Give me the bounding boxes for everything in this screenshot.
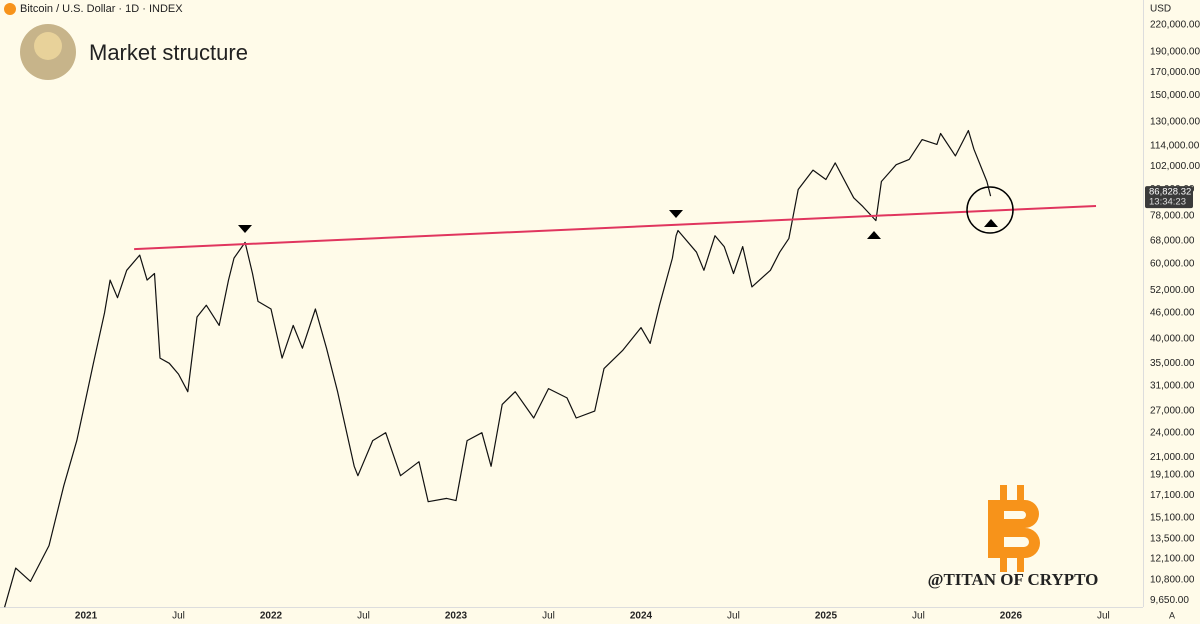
x-tick-label: 2022: [260, 611, 283, 622]
y-tick-label: 68,000.00: [1150, 236, 1195, 247]
y-tick-label: 114,000.00: [1150, 141, 1200, 152]
y-tick-label: 10,800.00: [1150, 574, 1195, 585]
currency: USD: [1150, 4, 1171, 15]
bitcoin-logo: [988, 485, 1040, 572]
title: Market structure: [89, 40, 248, 65]
y-tick-label: 27,000.00: [1150, 406, 1195, 417]
y-tick-label: 13,500.00: [1150, 533, 1195, 544]
y-tick-label: 19,100.00: [1150, 469, 1195, 480]
y-tick-label: 150,000.00: [1150, 90, 1200, 101]
scale-mode: A: [1169, 610, 1175, 620]
x-tick-label: Jul: [542, 611, 555, 622]
last-price: 86,828.32: [1149, 187, 1191, 198]
price-line: [4, 129, 992, 608]
x-tick-label: Jul: [172, 611, 185, 622]
y-tick-label: 52,000.00: [1150, 285, 1195, 296]
plot: [4, 129, 1097, 608]
y-tick-label: 102,000.00: [1150, 161, 1200, 172]
y-tick-label: 9,650.00: [1150, 595, 1189, 606]
y-tick-label: 40,000.00: [1150, 333, 1195, 344]
marker-up: [867, 231, 881, 239]
y-tick-label: 130,000.00: [1150, 116, 1200, 127]
y-tick-label: 24,000.00: [1150, 427, 1195, 438]
y-tick-label: 46,000.00: [1150, 308, 1195, 319]
x-tick-label: 2025: [815, 611, 838, 622]
x-tick-label: 2026: [1000, 611, 1023, 622]
y-tick-label: 78,000.00: [1150, 210, 1195, 221]
trendline: [134, 204, 1097, 251]
x-tick-label: 2021: [75, 611, 98, 622]
y-tick-label: 17,100.00: [1150, 490, 1195, 501]
y-tick-label: 21,000.00: [1150, 452, 1195, 463]
y-tick-label: 170,000.00: [1150, 67, 1200, 78]
last-price-box: [1145, 186, 1193, 209]
y-tick-label: 35,000.00: [1150, 358, 1195, 369]
watermark: @TITAN OF CRYPTO: [928, 570, 1099, 589]
x-tick-label: 2024: [630, 611, 653, 622]
countdown: 13:34:23: [1149, 197, 1186, 208]
price-axis: 220,000.00 190,000.00 170,000.00 150,000.00…: [1145, 20, 1200, 606]
y-tick-label: 12,100.00: [1150, 553, 1195, 564]
x-tick-label: Jul: [727, 611, 740, 622]
marker-down: [669, 210, 683, 218]
marker-down: [238, 225, 252, 233]
y-tick-label: 31,000.00: [1150, 380, 1195, 391]
y-tick-label: 220,000.00: [1150, 20, 1200, 31]
symbol-icon: [4, 3, 16, 15]
x-tick-label: Jul: [1097, 611, 1110, 622]
marker-up: [984, 219, 998, 227]
highlight-circle: [966, 186, 1014, 234]
symbol: Bitcoin / U.S. Dollar · 1D · INDEX: [20, 3, 183, 15]
x-tick-label: Jul: [912, 611, 925, 622]
y-tick-label: 60,000.00: [1150, 259, 1195, 270]
x-tick-label: 2023: [445, 611, 468, 622]
y-tick-label: 15,100.00: [1150, 513, 1195, 524]
x-tick-label: Jul: [357, 611, 370, 622]
avatar-face: [34, 32, 62, 60]
y-tick-label: 190,000.00: [1150, 47, 1200, 58]
